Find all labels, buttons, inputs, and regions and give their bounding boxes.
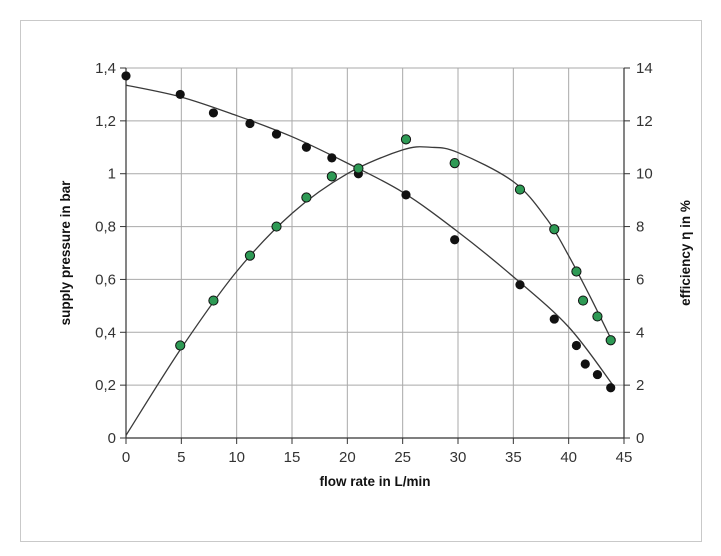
x-tick-label: 15 — [284, 449, 301, 466]
efficiency-point — [400, 134, 412, 145]
pressure-point — [580, 359, 590, 369]
efficiency-point — [449, 158, 460, 169]
y-right-tick-label: 4 — [636, 324, 644, 341]
efficiency-point — [514, 184, 526, 195]
efficiency-point — [208, 295, 219, 306]
chart-frame — [20, 20, 702, 542]
y-right-tick-label: 0 — [636, 430, 644, 447]
x-tick-label: 35 — [505, 449, 522, 466]
pressure-point — [606, 383, 616, 393]
y-right-tick-label: 8 — [636, 219, 644, 236]
y-axis-title-right: efficiency η in % — [678, 200, 693, 306]
efficiency-point — [175, 340, 186, 351]
x-tick-label: 20 — [339, 449, 356, 466]
efficiency-point — [571, 266, 582, 277]
y-right-tick-label: 14 — [636, 60, 653, 77]
fit-curves — [125, 84, 614, 436]
pressure-point — [175, 89, 185, 100]
y-axis-title-left: supply pressure in bar — [58, 180, 73, 326]
y-left-tick-label: 1 — [108, 166, 116, 183]
efficiency-point — [353, 163, 364, 174]
data-points — [121, 71, 616, 393]
x-tick-label: 0 — [122, 449, 130, 466]
y-left-tick-label: 0,4 — [95, 324, 116, 341]
y-right-tick-label: 2 — [636, 377, 644, 394]
pressure-point — [592, 369, 603, 380]
tick-labels: 0 5 10 15 20 25 30 35 40 450 00,2 20,4 40,6 60,8 81 101… — [95, 60, 653, 466]
efficiency-point — [592, 311, 603, 322]
pressure-point — [571, 340, 582, 351]
efficiency-point — [301, 192, 312, 203]
pressure-point — [401, 190, 411, 200]
pressure-point — [121, 71, 131, 81]
efficiency-point — [271, 221, 282, 232]
y-left-tick-label: 0,8 — [95, 219, 116, 236]
pressure-point — [515, 280, 525, 290]
y-right-tick-label: 6 — [636, 271, 644, 288]
y-left-tick-label: 0 — [108, 430, 116, 447]
y-left-tick-label: 1,2 — [95, 113, 116, 130]
pressure-point — [208, 108, 219, 118]
pressure-point — [271, 129, 282, 139]
pressure-point — [301, 142, 311, 152]
efficiency-point — [577, 295, 589, 306]
x-tick-label: 5 — [177, 449, 185, 466]
pressure-point — [450, 235, 460, 245]
efficiency-point — [326, 171, 337, 182]
efficiency-fit-curve — [125, 146, 614, 436]
x-tick-label: 25 — [394, 449, 411, 466]
pressure-fit-curve — [125, 84, 614, 386]
grid — [125, 67, 625, 439]
efficiency-point — [244, 250, 256, 261]
efficiency-point — [549, 224, 560, 235]
efficiency-point — [605, 335, 616, 346]
axes — [120, 67, 630, 444]
pressure-point — [245, 118, 255, 129]
x-axis-title: flow rate in L/min — [319, 474, 430, 489]
x-tick-label: 10 — [228, 449, 245, 466]
y-left-tick-label: 0,6 — [95, 271, 116, 288]
y-right-tick-label: 12 — [636, 113, 653, 130]
pressure-point — [549, 314, 559, 324]
y-left-tick-label: 0,2 — [95, 377, 116, 394]
y-left-tick-label: 1,4 — [95, 60, 116, 77]
y-right-tick-label: 10 — [636, 166, 653, 183]
x-tick-label: 40 — [560, 449, 577, 466]
x-tick-label: 45 — [616, 449, 633, 466]
x-tick-label: 30 — [450, 449, 467, 466]
pressure-point — [327, 153, 337, 163]
